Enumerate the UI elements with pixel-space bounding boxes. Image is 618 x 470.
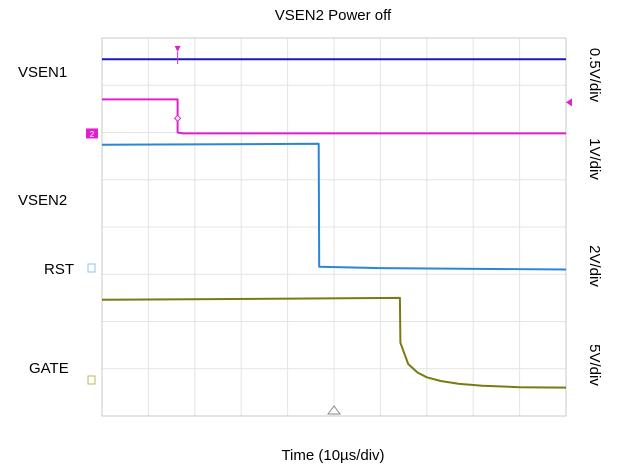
series-trace-vsen2 [101,142,567,271]
scale-label-0: 0.5V/div [586,48,603,103]
chart-grid [101,37,567,417]
trigger-position-icon [327,405,341,415]
chart-title: VSEN2 Power off [275,7,392,24]
plot-frame [101,37,567,417]
scale-label-2: 2V/div [586,245,603,287]
trigger-marker-icon [174,46,181,52]
trigger-point-icon [173,114,182,123]
series-label-rst: RST [44,261,74,278]
series-label-gate: GATE [29,360,69,377]
channel-marker-icon [86,128,98,139]
marker-layer: 2 [86,46,572,415]
x-axis-label: Time (10µs/div) [281,447,384,464]
channel-tag-rst-icon [87,263,96,273]
series-layer [101,58,567,389]
trigger-level-icon [566,98,572,107]
scale-label-3: 5V/div [586,344,603,386]
channel-marker-label: 2 [90,130,95,139]
series-label-vsen1: VSEN1 [18,64,67,81]
series-label-vsen2: VSEN2 [18,192,67,209]
series-trace-channel-2 [102,98,566,135]
scale-label-1: 1V/div [586,138,603,180]
series-trace-gate [101,296,567,389]
channel-tag-gate-icon [87,375,96,385]
